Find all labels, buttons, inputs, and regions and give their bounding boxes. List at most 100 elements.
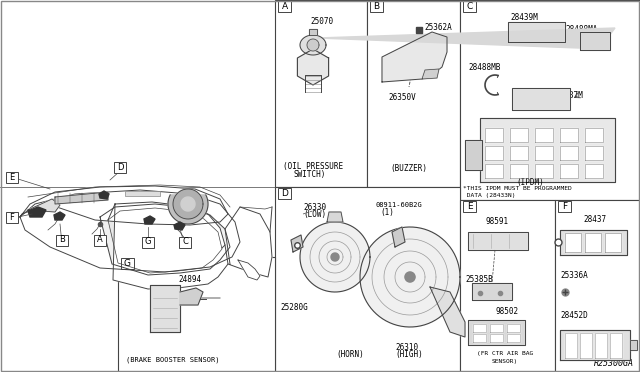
Polygon shape (307, 39, 319, 51)
Text: 98591: 98591 (485, 218, 508, 227)
Polygon shape (580, 333, 592, 358)
Bar (278, 1, 291, 12)
Polygon shape (507, 334, 520, 342)
Polygon shape (317, 28, 615, 48)
Text: 25336A: 25336A (560, 270, 588, 279)
Polygon shape (535, 128, 553, 142)
Text: 28487M: 28487M (555, 90, 583, 99)
Polygon shape (100, 204, 230, 275)
Text: 28488MB: 28488MB (468, 64, 500, 73)
Text: 08911-60B2G: 08911-60B2G (375, 202, 422, 208)
Polygon shape (382, 32, 447, 82)
Polygon shape (465, 140, 482, 170)
Polygon shape (422, 69, 439, 79)
Polygon shape (99, 191, 109, 199)
Text: 28488MA: 28488MA (565, 26, 597, 35)
Polygon shape (392, 227, 405, 247)
Polygon shape (485, 128, 503, 142)
Polygon shape (485, 164, 503, 178)
Polygon shape (585, 128, 603, 142)
Polygon shape (490, 334, 503, 342)
Text: (1): (1) (380, 208, 394, 217)
Polygon shape (28, 199, 60, 212)
Bar (94, 234, 106, 246)
Text: A: A (282, 2, 287, 11)
Text: 25070: 25070 (310, 17, 333, 26)
Text: (OIL PRESSURE: (OIL PRESSURE (283, 163, 343, 171)
Bar (463, 1, 476, 12)
Polygon shape (331, 253, 339, 261)
Polygon shape (510, 146, 528, 160)
Text: G: G (145, 237, 151, 247)
Polygon shape (472, 283, 512, 300)
Text: (HORN): (HORN) (336, 350, 364, 359)
Text: 25362A: 25362A (424, 23, 452, 32)
Text: (IPDM): (IPDM) (516, 177, 544, 186)
Bar (179, 237, 191, 247)
Text: 28437: 28437 (583, 215, 606, 224)
Polygon shape (55, 192, 108, 204)
Polygon shape (507, 324, 520, 332)
Polygon shape (605, 233, 621, 252)
Text: 25385B: 25385B (465, 276, 493, 285)
Polygon shape (565, 333, 577, 358)
Text: 28438MC: 28438MC (575, 135, 607, 144)
Polygon shape (150, 285, 180, 332)
Bar (6, 171, 18, 183)
Polygon shape (309, 29, 317, 35)
Polygon shape (298, 49, 328, 85)
Polygon shape (535, 164, 553, 178)
Polygon shape (180, 288, 203, 305)
Polygon shape (473, 324, 486, 332)
Polygon shape (585, 146, 603, 160)
Bar (56, 234, 68, 246)
Bar (275, 0, 367, 187)
Polygon shape (535, 146, 553, 160)
Text: 26310: 26310 (395, 343, 418, 352)
Text: (FR CTR AIR BAG: (FR CTR AIR BAG (477, 352, 533, 356)
Polygon shape (405, 272, 415, 282)
Text: R25300GA: R25300GA (594, 359, 634, 369)
Polygon shape (238, 260, 260, 280)
Bar (555, 200, 640, 372)
Text: DATA (28433N): DATA (28433N) (463, 193, 515, 199)
Polygon shape (560, 164, 578, 178)
Bar (114, 161, 126, 173)
Text: (BRAKE BOOSTER SENSOR): (BRAKE BOOSTER SENSOR) (126, 357, 220, 363)
Polygon shape (300, 222, 370, 292)
Text: C: C (182, 237, 188, 247)
Text: 28439M: 28439M (510, 13, 538, 22)
Text: F: F (10, 212, 15, 221)
Polygon shape (173, 189, 203, 219)
Polygon shape (54, 212, 65, 220)
Polygon shape (565, 233, 581, 252)
Polygon shape (508, 22, 565, 42)
Polygon shape (225, 207, 272, 277)
Bar (6, 212, 18, 222)
Polygon shape (291, 235, 303, 252)
Text: SENSOR): SENSOR) (492, 359, 518, 363)
Polygon shape (595, 333, 607, 358)
Polygon shape (585, 164, 603, 178)
Polygon shape (560, 146, 578, 160)
Text: E: E (467, 202, 472, 211)
Bar (558, 201, 571, 212)
Text: SWITCH): SWITCH) (293, 170, 325, 180)
Polygon shape (560, 230, 627, 255)
Polygon shape (512, 88, 570, 110)
Polygon shape (510, 128, 528, 142)
Polygon shape (181, 197, 195, 211)
Text: 28452D: 28452D (560, 311, 588, 320)
Text: E: E (10, 173, 15, 182)
Polygon shape (580, 32, 610, 50)
Polygon shape (585, 233, 601, 252)
Polygon shape (360, 227, 460, 327)
Text: 26330: 26330 (303, 202, 326, 212)
Text: A: A (97, 235, 103, 244)
Bar (367, 0, 460, 187)
Polygon shape (20, 186, 228, 225)
Polygon shape (108, 208, 222, 273)
Polygon shape (300, 35, 326, 55)
Bar (275, 187, 460, 372)
Text: B: B (373, 2, 380, 11)
